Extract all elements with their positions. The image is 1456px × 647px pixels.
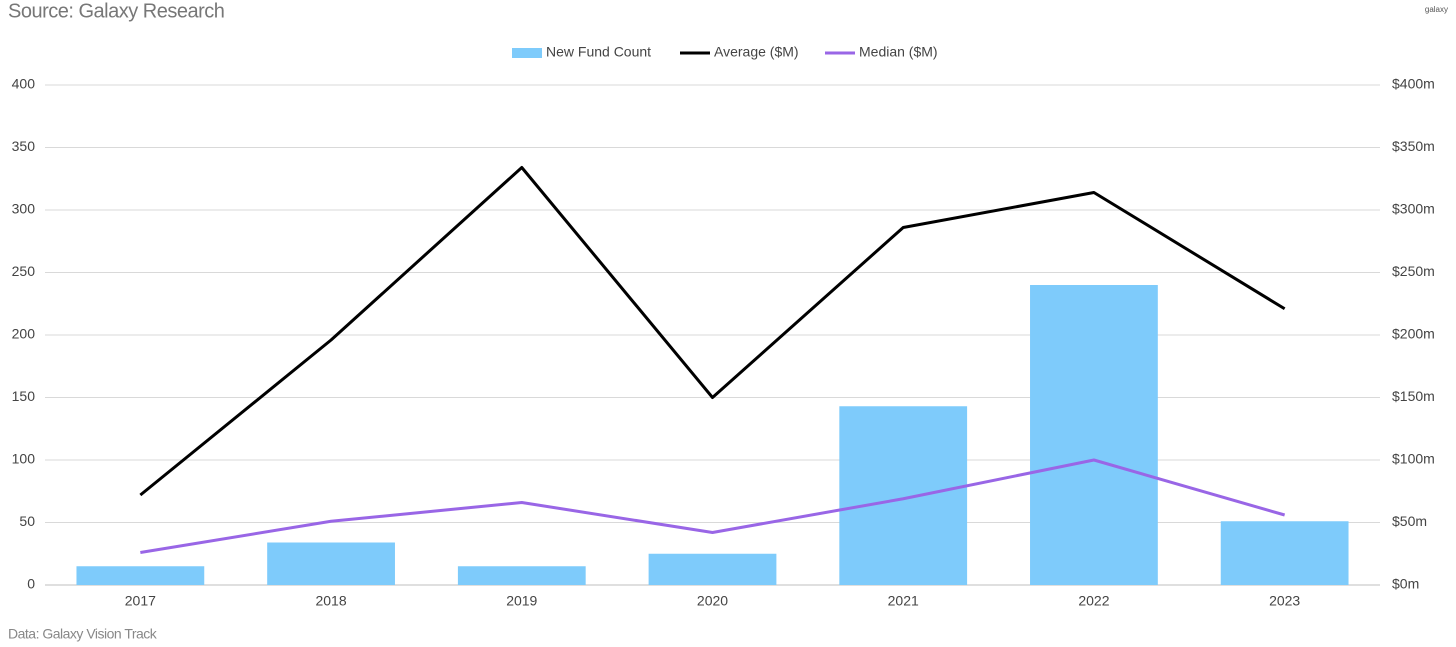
x-tick-label: 2017 (125, 593, 156, 609)
x-tick-label: 2018 (315, 593, 346, 609)
x-tick-label: 2023 (1269, 593, 1300, 609)
legend-label: Median ($M) (859, 44, 938, 60)
bar (76, 566, 205, 585)
y2-tick-label: $300m (1392, 201, 1435, 217)
logo: galaxy (1425, 5, 1448, 14)
y-tick-label: 0 (27, 576, 35, 592)
bar (457, 566, 586, 585)
line (140, 458, 1286, 554)
bar (267, 542, 395, 585)
y-tick-label: 250 (12, 263, 36, 279)
bar (648, 553, 777, 585)
legend-label: Average ($M) (714, 44, 799, 60)
y-tick-label: 350 (12, 138, 36, 154)
source-title: Source: Galaxy Research (8, 0, 224, 22)
y-tick-label: 400 (12, 76, 36, 92)
x-tick-label: 2021 (888, 593, 919, 609)
y-tick-label: 150 (12, 388, 36, 404)
x-tick-label: 2019 (506, 593, 537, 609)
y2-tick-label: $250m (1392, 263, 1435, 279)
y2-tick-label: $100m (1392, 451, 1435, 467)
x-tick-label: 2022 (1078, 593, 1109, 609)
x-tick-label: 2020 (697, 593, 728, 609)
y2-tick-label: $400m (1392, 76, 1435, 92)
y2-tick-label: $0m (1392, 576, 1419, 592)
y-tick-label: 100 (12, 451, 36, 467)
line (139, 166, 1286, 497)
bar (839, 406, 968, 585)
y2-tick-label: $200m (1392, 326, 1435, 342)
bar (1220, 521, 1349, 585)
legend-swatch (512, 48, 542, 58)
y2-tick-label: $350m (1392, 138, 1435, 154)
data-note: Data: Galaxy Vision Track (8, 626, 158, 642)
y-tick-label: 50 (19, 513, 35, 529)
y-tick-label: 300 (12, 201, 36, 217)
bar (1030, 285, 1158, 585)
legend-label: New Fund Count (546, 44, 651, 60)
y2-tick-label: $150m (1392, 388, 1435, 404)
y2-tick-label: $50m (1392, 513, 1427, 529)
y-tick-label: 200 (12, 326, 36, 342)
